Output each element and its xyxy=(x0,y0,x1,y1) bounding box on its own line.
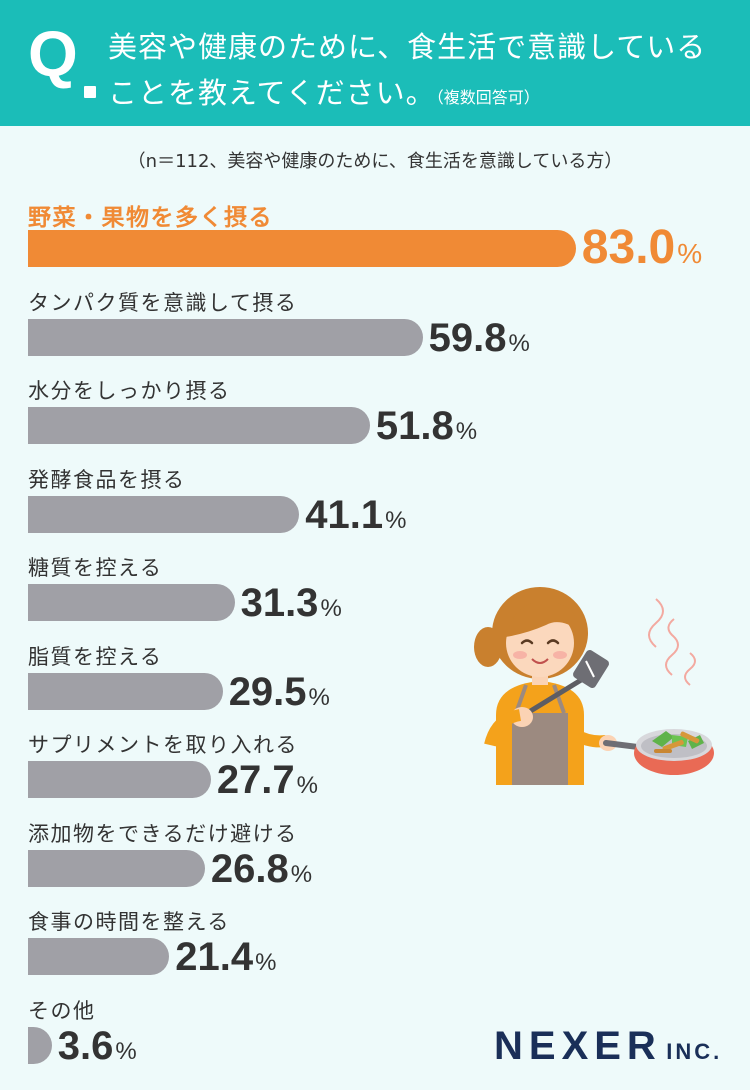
category-label: 食事の時間を整える xyxy=(28,910,230,934)
value-number: 83.0 xyxy=(581,221,676,274)
bar xyxy=(28,318,423,356)
value-label: 27.7% xyxy=(217,760,318,800)
sample-note: （n＝112、美容や健康のために、食生活を意識している方） xyxy=(127,151,623,172)
category-label: 糖質を控える xyxy=(28,556,163,580)
value-label: 59.8% xyxy=(429,318,530,358)
value-unit: % xyxy=(320,595,342,622)
question-dot xyxy=(84,86,96,98)
value-unit: % xyxy=(115,1037,137,1065)
value-unit: % xyxy=(308,683,330,711)
value-number: 26.8 xyxy=(210,846,289,891)
category-label: 脂質を控える xyxy=(28,644,163,669)
value-number: 41.1 xyxy=(305,492,384,537)
value-number: 59.8 xyxy=(428,315,507,360)
question-header: Q 美容や健康のために、食生活で意識している ことを教えてください。（複数回答可… xyxy=(0,0,750,126)
bar xyxy=(28,938,170,975)
category-label: 水分をしっかり摂る xyxy=(28,379,231,403)
value-unit: % xyxy=(455,418,478,445)
value-label: 83.0% xyxy=(582,224,702,272)
category-label: その他 xyxy=(28,998,96,1023)
category-label: タンパク質を意識して摂る xyxy=(28,290,298,315)
value-number: 31.3 xyxy=(240,581,319,625)
value-label: 51.8% xyxy=(376,406,477,446)
logo-inc: INC. xyxy=(666,1039,723,1064)
bar xyxy=(28,761,211,798)
nexer-logo: NEXER INC. xyxy=(494,1024,722,1069)
value-unit: % xyxy=(296,772,319,799)
logo-main: NEXER xyxy=(494,1024,662,1068)
question-text-line1: 美容や健康のために、食生活で意識している xyxy=(108,30,707,64)
value-unit: % xyxy=(385,506,407,534)
value-label: 3.6% xyxy=(58,1026,137,1066)
value-number: 29.5 xyxy=(228,669,307,714)
value-number: 21.4 xyxy=(175,935,254,979)
bar xyxy=(28,495,300,533)
value-label: 41.1% xyxy=(305,495,406,535)
bar xyxy=(28,1026,52,1064)
value-label: 21.4% xyxy=(175,937,276,977)
value-number: 27.7 xyxy=(216,758,295,802)
bar xyxy=(28,849,205,887)
value-label: 29.5% xyxy=(229,672,330,712)
question-text-line2-main: ことを教えてください。 xyxy=(108,76,436,110)
category-label: サプリメントを取り入れる xyxy=(28,733,298,757)
bar xyxy=(28,230,576,267)
value-label: 31.3% xyxy=(241,583,342,623)
value-unit: % xyxy=(290,860,313,888)
value-number: 3.6 xyxy=(57,1023,114,1068)
category-label: 野菜・果物を多く摂る xyxy=(28,205,273,231)
value-unit: % xyxy=(255,949,277,976)
question-text-line2: ことを教えてください。（複数回答可） xyxy=(108,70,540,112)
question-note: （複数回答可） xyxy=(435,88,540,107)
bar xyxy=(28,584,235,621)
bar xyxy=(28,407,370,444)
value-label: 26.8% xyxy=(211,849,312,889)
category-label: 添加物をできるだけ避ける xyxy=(28,821,298,846)
value-unit: % xyxy=(677,238,703,269)
category-label: 発酵食品を摂る xyxy=(28,467,186,492)
question-mark: Q xyxy=(28,18,78,90)
value-unit: % xyxy=(508,329,530,357)
cooking-woman-illustration xyxy=(474,587,714,785)
bar xyxy=(28,672,223,710)
value-number: 51.8 xyxy=(375,404,454,448)
